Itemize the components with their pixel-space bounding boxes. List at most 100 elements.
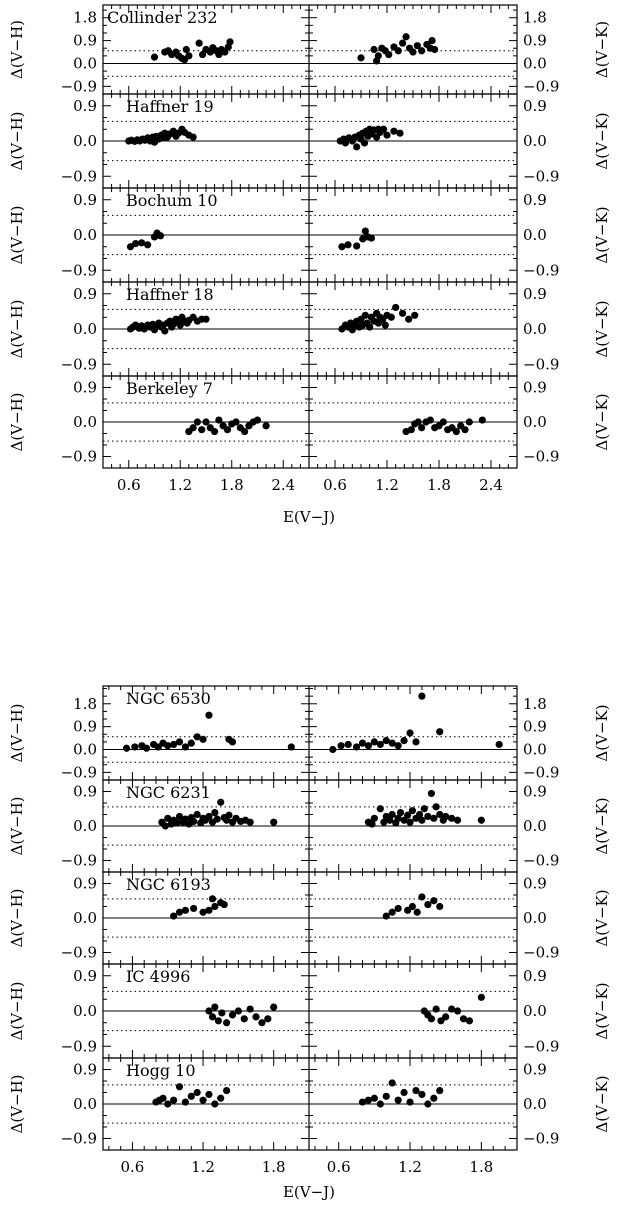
- y-axis-label-left: Δ(V−H): [8, 392, 26, 451]
- y-axis-label-left: Δ(V−H): [8, 703, 26, 762]
- data-point-vh: [181, 906, 189, 914]
- data-point-vk: [392, 303, 400, 312]
- y-axis-label-right: Δ(V−K): [593, 393, 611, 450]
- data-point-vh: [262, 422, 270, 430]
- data-point-vk: [439, 418, 447, 426]
- data-point-vh: [211, 808, 219, 817]
- data-point-vh: [205, 812, 213, 821]
- y-axis-label-right: Δ(V−K): [593, 300, 611, 357]
- x-tick-label: 0.6: [120, 1158, 144, 1176]
- data-point-vh: [202, 315, 210, 323]
- data-point-vk: [411, 311, 419, 319]
- figure-2: 1.8 1.8 0.9 0.9 0.0 0.0 −0.9 −0.9 Δ(V−H) Δ(V−K) NG…: [8, 685, 611, 1201]
- y-tick-label: 0.0: [73, 132, 97, 150]
- y-axis-label-left: Δ(V−H): [8, 1074, 26, 1133]
- x-tick-label: 1.2: [168, 476, 192, 494]
- data-point-vk: [370, 45, 378, 54]
- data-point-vk: [418, 1090, 426, 1099]
- y-tick-label: 0.9: [523, 967, 547, 985]
- data-point-vh: [241, 427, 249, 436]
- y-tick-label: −0.9: [523, 1037, 559, 1055]
- data-point-vk: [415, 810, 424, 819]
- panel: 1.8 1.8 0.9 0.9 0.0 0.0 −0.9 −0.9 Δ(V−H) Δ(V−K) NG…: [8, 685, 611, 781]
- data-point-vh: [221, 48, 229, 56]
- y-tick-label: −0.9: [61, 261, 97, 279]
- data-point-vk: [453, 816, 462, 824]
- data-point-vh: [131, 743, 139, 751]
- data-point-vk: [382, 737, 390, 745]
- panel: 0.9 0.9 0.0 0.0 −0.9 −0.9 Δ(V−H) Δ(V−K) Bochum 1…: [8, 187, 611, 283]
- data-point-vk: [432, 1005, 440, 1013]
- data-point-vk: [405, 315, 413, 323]
- data-point-vk: [452, 427, 460, 436]
- data-point-vh: [214, 1017, 222, 1025]
- x-tick-label: 1.2: [375, 476, 399, 494]
- y-tick-label: 1.8: [73, 695, 97, 713]
- y-tick-label: −0.9: [523, 944, 559, 962]
- y-tick-label: −0.9: [61, 1037, 97, 1055]
- panel: 0.9 0.9 0.0 0.0 −0.9 −0.9 Δ(V−H) Δ(V−K) IC 4996: [8, 963, 611, 1059]
- y-tick-label: 0.9: [73, 967, 97, 985]
- data-point-vk: [424, 900, 432, 909]
- cluster-name: NGC 6193: [126, 875, 211, 894]
- data-point-vh: [205, 1007, 213, 1015]
- y-tick-label: 1.8: [73, 9, 97, 27]
- data-point-vk: [374, 52, 382, 60]
- y-tick-label: −0.9: [523, 763, 559, 781]
- data-point-vk: [477, 816, 485, 824]
- data-point-vk: [402, 33, 410, 41]
- data-point-vk: [382, 1092, 390, 1100]
- data-point-vk: [386, 816, 394, 824]
- data-point-vk: [396, 129, 404, 137]
- panel: 0.9 0.9 0.0 0.0 −0.9 −0.9 Δ(V−H) Δ(V−K) Hogg 10 0…: [8, 1057, 611, 1176]
- data-point-vh: [223, 1019, 231, 1027]
- data-point-vh: [198, 50, 207, 59]
- data-point-vh: [270, 818, 278, 826]
- y-axis-label-right: Δ(V−K): [593, 1075, 611, 1132]
- data-point-vk: [376, 740, 384, 749]
- data-point-vh: [264, 1015, 272, 1023]
- y-tick-label: 0.9: [73, 285, 97, 303]
- data-point-vh: [228, 738, 237, 746]
- data-point-vk: [436, 810, 444, 819]
- data-point-vh: [144, 241, 152, 249]
- x-tick-label: 1.2: [398, 1158, 422, 1176]
- y-axis-label-right: Δ(V−K): [593, 21, 611, 78]
- data-point-vk: [364, 742, 373, 750]
- data-point-vh: [189, 424, 197, 432]
- y-axis-label-left: Δ(V−H): [8, 111, 26, 170]
- panel: 0.9 0.9 0.0 0.0 −0.9 −0.9 Δ(V−H) Δ(V−K) Haffner …: [8, 281, 611, 377]
- data-point-vh: [164, 1100, 172, 1108]
- x-tick-label: 1.8: [220, 476, 244, 494]
- y-tick-label: 0.0: [523, 1002, 547, 1020]
- data-point-vh: [156, 232, 165, 240]
- data-point-vh: [159, 1094, 167, 1102]
- data-point-vh: [199, 908, 207, 916]
- cluster-name: Collinder 232: [107, 8, 218, 27]
- x-tick-label: 2.4: [479, 476, 503, 494]
- data-point-vk: [366, 323, 374, 331]
- y-tick-label: 0.9: [523, 32, 547, 50]
- data-point-vk: [420, 805, 428, 813]
- data-point-vk: [406, 818, 414, 826]
- data-point-vk: [418, 893, 426, 901]
- data-point-vh: [181, 1098, 189, 1106]
- data-point-vk: [465, 418, 473, 426]
- panel: 0.9 0.9 0.0 0.0 −0.9 −0.9 Δ(V−H) Δ(V−K) NGC 6193: [8, 871, 611, 965]
- data-point-vk: [424, 1100, 432, 1108]
- data-point-vk: [418, 816, 426, 824]
- cluster-name: Hogg 10: [126, 1061, 196, 1080]
- data-point-vh: [211, 1100, 219, 1108]
- y-tick-label: 0.0: [523, 741, 547, 759]
- data-point-vh: [173, 819, 181, 827]
- data-point-vh: [199, 1096, 207, 1104]
- data-point-vk: [364, 1096, 373, 1104]
- data-point-vk: [388, 908, 396, 916]
- y-tick-label: 0.0: [523, 413, 547, 431]
- data-point-vk: [396, 808, 405, 817]
- data-point-vk: [428, 37, 436, 45]
- data-point-vk: [400, 1088, 408, 1097]
- y-tick-label: −0.9: [61, 77, 97, 95]
- data-point-vk: [388, 1079, 396, 1087]
- panel: 0.9 0.9 0.0 0.0 −0.9 −0.9 Δ(V−H) Δ(V−K) Berkeley…: [8, 375, 611, 494]
